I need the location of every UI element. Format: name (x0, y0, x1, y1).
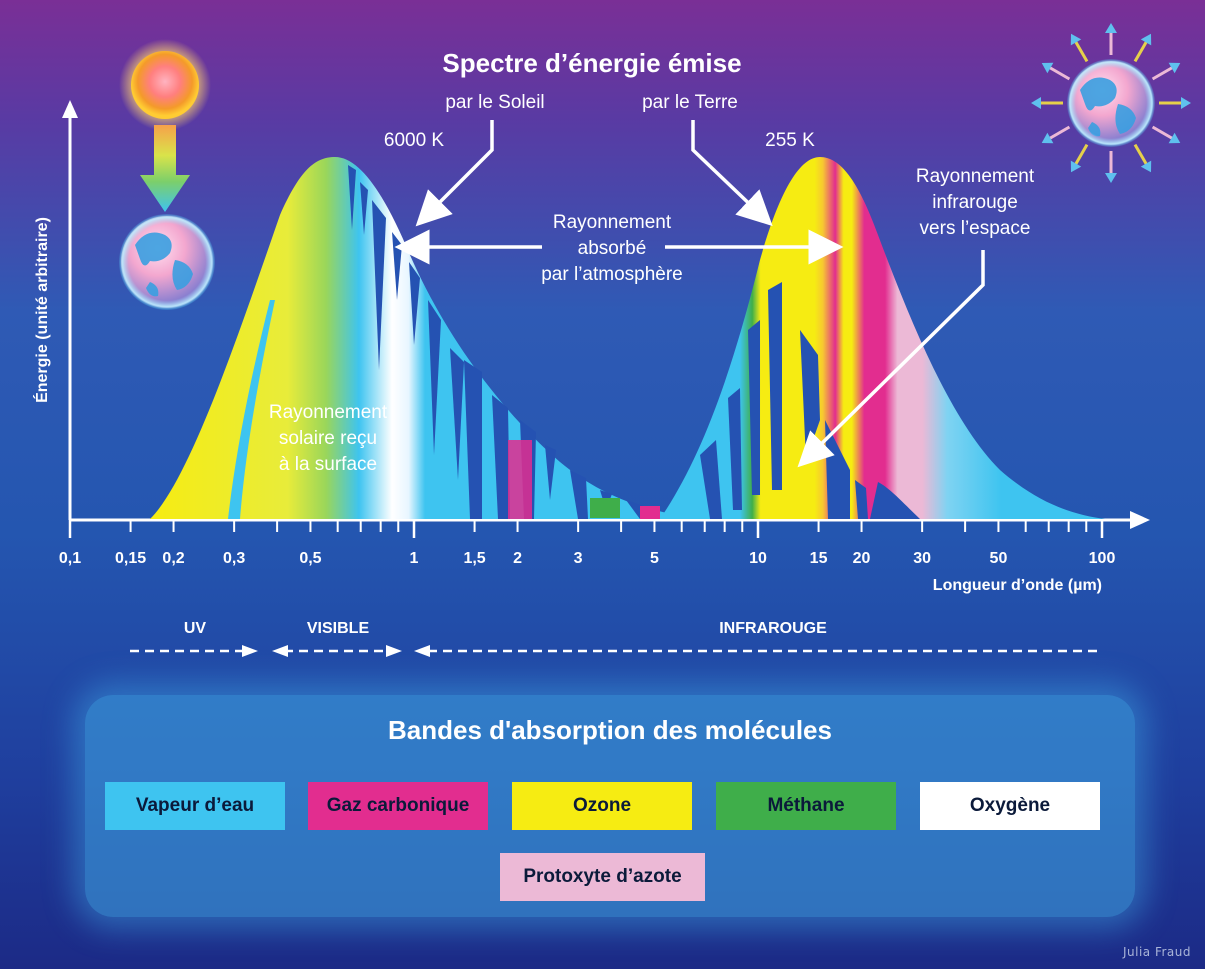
emission-arrowhead (1070, 33, 1082, 46)
region-arrowheads (242, 645, 430, 657)
svg-text:absorbé: absorbé (578, 238, 647, 259)
y-axis-label: Énergie (unité arbitraire) (32, 217, 51, 403)
emission-arrowhead (1140, 33, 1152, 46)
x-tick-label: 0,2 (162, 550, 184, 567)
legend-item-ozone: Ozone (512, 782, 692, 830)
absorbed-label: Rayonnement absorbé par l’atmosphère (541, 212, 683, 285)
diagram-title: Spectre d’énergie émise (442, 48, 741, 78)
svg-text:Rayonnement: Rayonnement (553, 212, 672, 233)
x-axis (70, 511, 1150, 529)
earth-receiving-icon (119, 214, 215, 310)
emission-arrowhead (1168, 132, 1181, 144)
emission-ray (1072, 38, 1089, 63)
emission-ray (1133, 143, 1150, 168)
emission-arrowhead (1181, 97, 1191, 109)
svg-text:infrarouge: infrarouge (932, 192, 1018, 213)
emission-arrowhead (1105, 173, 1117, 183)
temp-sun-label: 6000 K (384, 130, 445, 151)
legend-item-nitrous-oxide: Protoxyte d’azote (500, 853, 705, 901)
svg-text:solaire reçu: solaire reçu (279, 428, 377, 449)
svg-text:vers l’espace: vers l’espace (920, 218, 1031, 239)
region-visible-label: VISIBLE (307, 620, 370, 637)
y-axis (62, 100, 78, 520)
emission-ray (1151, 125, 1176, 142)
x-axis-label: Longueur d’onde (µm) (933, 577, 1102, 594)
svg-text:par l’atmosphère: par l’atmosphère (541, 264, 683, 285)
emission-ray (1133, 38, 1150, 63)
x-tick-label: 20 (853, 550, 871, 567)
legend-item-water-vapour: Vapeur d’eau (105, 782, 285, 830)
x-tick-label: 100 (1089, 550, 1116, 567)
svg-text:Rayonnement: Rayonnement (269, 402, 388, 423)
x-axis-minor-ticks (69, 520, 1088, 532)
emission-arrowhead (1168, 62, 1181, 74)
source-sun-label: par le Soleil (445, 92, 544, 113)
region-infrared-label: INFRAROUGE (719, 620, 827, 637)
annotation-arrows (394, 120, 985, 468)
x-tick-label: 30 (913, 550, 931, 567)
legend-item-methane: Méthane (716, 782, 896, 830)
sun-icon (119, 39, 211, 212)
earth-emitting-icon (1031, 23, 1191, 183)
emission-arrowhead (1105, 23, 1117, 33)
x-tick-label: 0,5 (299, 550, 321, 567)
emission-ray (1072, 143, 1089, 168)
x-axis-tick-labels: 0,1 0,15 0,2 0,3 0,5 1 1,5 2 3 5 10 15 20 30 50 100 (59, 550, 1116, 567)
solar-spectrum-curve (150, 157, 700, 519)
temp-earth-label: 255 K (765, 130, 815, 151)
emission-ray (1151, 64, 1176, 81)
x-tick-label: 0,15 (115, 550, 146, 567)
legend-title: Bandes d'absorption des molécules (388, 715, 832, 745)
legend-item-oxygen: Oxygène (920, 782, 1100, 830)
x-tick-label: 0,1 (59, 550, 81, 567)
legend-item-carbon-dioxide: Gaz carbonique (308, 782, 488, 830)
region-uv-label: UV (184, 620, 207, 637)
x-tick-label: 1,5 (463, 550, 485, 567)
x-tick-label: 2 (513, 550, 522, 567)
emission-ray (1046, 125, 1071, 142)
x-tick-label: 3 (574, 550, 583, 567)
svg-text:à la surface: à la surface (279, 454, 377, 475)
credit-text: Julia Fraud (1122, 945, 1191, 959)
emission-arrowhead (1041, 62, 1054, 74)
x-axis-major-ticks (68, 520, 1104, 538)
emission-arrowhead (1140, 160, 1152, 173)
svg-text:Rayonnement: Rayonnement (916, 166, 1035, 187)
space-label: Rayonnement infrarouge vers l’espace (916, 166, 1035, 239)
legend-panel: Bandes d'absorption des molécules Vapeur… (85, 695, 1135, 917)
earth-spectrum-curve (660, 157, 1105, 519)
x-tick-label: 15 (810, 550, 828, 567)
x-tick-label: 0,3 (223, 550, 245, 567)
x-tick-label: 10 (749, 550, 767, 567)
emission-arrowhead (1031, 97, 1041, 109)
emission-arrowhead (1041, 132, 1054, 144)
emission-ray (1046, 64, 1071, 81)
x-tick-label: 1 (410, 550, 419, 567)
x-tick-label: 50 (990, 550, 1008, 567)
source-earth-label: par le Terre (642, 92, 738, 113)
emission-arrowhead (1070, 160, 1082, 173)
surface-label: Rayonnement solaire reçu à la surface (269, 402, 388, 475)
x-tick-label: 5 (650, 550, 659, 567)
